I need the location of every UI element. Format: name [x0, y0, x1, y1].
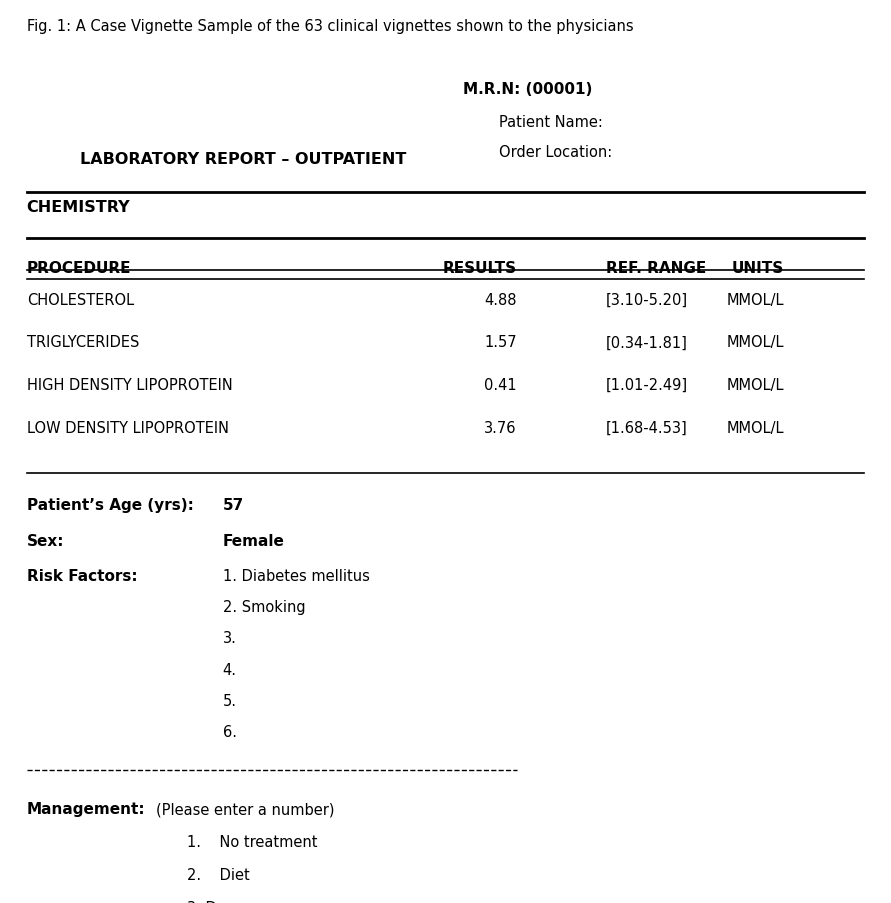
- Text: MMOL/L: MMOL/L: [726, 421, 784, 435]
- Text: 2. Smoking: 2. Smoking: [223, 600, 306, 615]
- Text: 3. Drugs: 3. Drugs: [187, 900, 249, 903]
- Text: 5.: 5.: [223, 694, 237, 708]
- Text: [1.01-2.49]: [1.01-2.49]: [606, 377, 688, 393]
- Text: CHEMISTRY: CHEMISTRY: [27, 200, 130, 215]
- Text: 3.76: 3.76: [485, 421, 517, 435]
- Text: LABORATORY REPORT – OUTPATIENT: LABORATORY REPORT – OUTPATIENT: [80, 152, 406, 167]
- Text: [3.10-5.20]: [3.10-5.20]: [606, 293, 688, 307]
- Text: 6.: 6.: [223, 724, 237, 740]
- Text: 1.    No treatment: 1. No treatment: [187, 834, 317, 850]
- Text: 2.    Diet: 2. Diet: [187, 867, 249, 882]
- Text: MMOL/L: MMOL/L: [726, 335, 784, 350]
- Text: 4.: 4.: [223, 662, 237, 677]
- Text: 4.88: 4.88: [485, 293, 517, 307]
- Text: Fig. 1: A Case Vignette Sample of the 63 clinical vignettes shown to the physici: Fig. 1: A Case Vignette Sample of the 63…: [27, 19, 634, 34]
- Text: MMOL/L: MMOL/L: [726, 293, 784, 307]
- Text: 3.: 3.: [223, 630, 237, 646]
- Text: CHOLESTEROL: CHOLESTEROL: [27, 293, 134, 307]
- Text: UNITS: UNITS: [732, 261, 784, 276]
- Text: Patient Name:: Patient Name:: [499, 115, 603, 130]
- Text: Order Location:: Order Location:: [499, 144, 612, 160]
- Text: Sex:: Sex:: [27, 533, 64, 548]
- Text: 57: 57: [223, 498, 244, 513]
- Text: Female: Female: [223, 533, 284, 548]
- Text: (Please enter a number): (Please enter a number): [156, 802, 334, 816]
- Text: TRIGLYCERIDES: TRIGLYCERIDES: [27, 335, 139, 350]
- Text: MMOL/L: MMOL/L: [726, 377, 784, 393]
- Text: 1.57: 1.57: [484, 335, 517, 350]
- Text: RESULTS: RESULTS: [443, 261, 517, 276]
- Text: Management:: Management:: [27, 802, 145, 816]
- Text: PROCEDURE: PROCEDURE: [27, 261, 131, 276]
- Text: REF. RANGE: REF. RANGE: [606, 261, 707, 276]
- Text: 0.41: 0.41: [484, 377, 517, 393]
- Text: 1. Diabetes mellitus: 1. Diabetes mellitus: [223, 568, 370, 583]
- Text: LOW DENSITY LIPOPROTEIN: LOW DENSITY LIPOPROTEIN: [27, 421, 229, 435]
- Text: Risk Factors:: Risk Factors:: [27, 568, 137, 583]
- Text: [1.68-4.53]: [1.68-4.53]: [606, 421, 688, 435]
- Text: Patient’s Age (yrs):: Patient’s Age (yrs):: [27, 498, 193, 513]
- Text: HIGH DENSITY LIPOPROTEIN: HIGH DENSITY LIPOPROTEIN: [27, 377, 233, 393]
- Text: M.R.N: (00001): M.R.N: (00001): [463, 82, 593, 98]
- Text: [0.34-1.81]: [0.34-1.81]: [606, 335, 688, 350]
